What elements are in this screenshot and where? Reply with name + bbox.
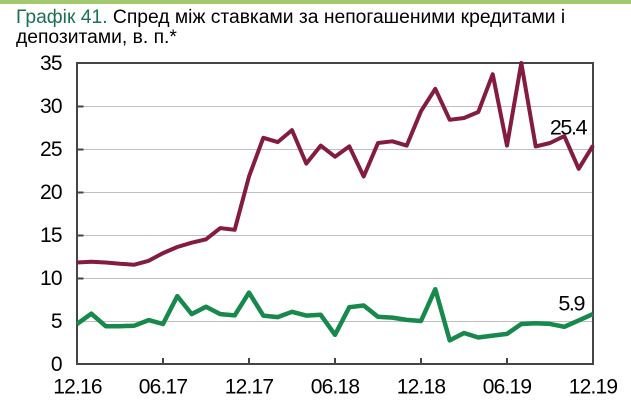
svg-text:25: 25 [40, 138, 62, 161]
svg-text:06.17: 06.17 [139, 376, 188, 399]
svg-text:0: 0 [51, 353, 62, 376]
svg-text:06.18: 06.18 [311, 376, 360, 399]
svg-text:12.18: 12.18 [397, 376, 446, 399]
svg-text:12.17: 12.17 [225, 376, 274, 399]
svg-text:35: 35 [40, 52, 62, 75]
svg-text:25.4: 25.4 [550, 115, 588, 139]
svg-text:10: 10 [40, 267, 62, 290]
svg-text:12.19: 12.19 [569, 376, 618, 399]
svg-text:15: 15 [40, 224, 62, 247]
svg-text:5.9: 5.9 [558, 291, 584, 315]
svg-text:12.16: 12.16 [53, 376, 102, 399]
svg-text:30: 30 [40, 95, 62, 118]
svg-text:06.19: 06.19 [483, 376, 532, 399]
svg-text:5: 5 [51, 310, 62, 333]
svg-text:20: 20 [40, 181, 62, 204]
